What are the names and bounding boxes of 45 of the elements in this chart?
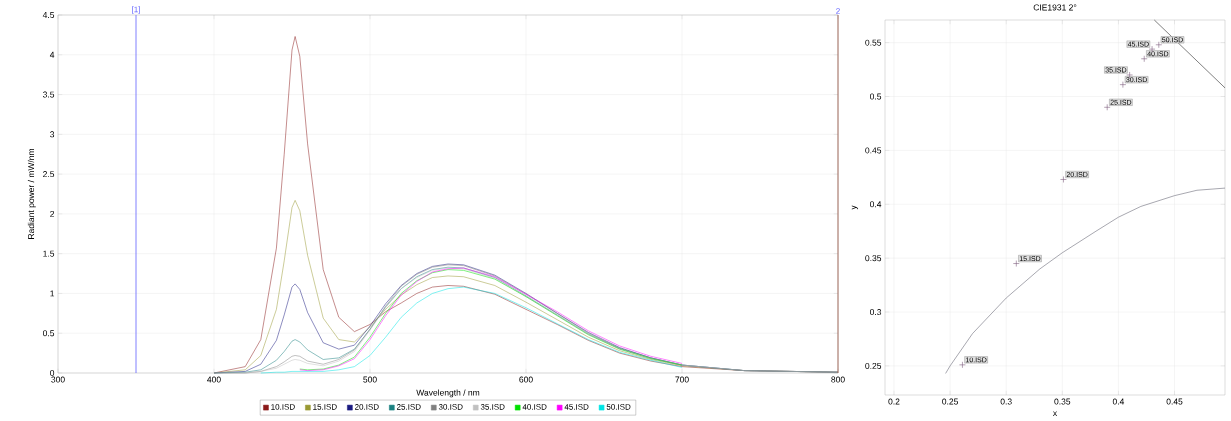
legend-label: 15.ISD — [313, 404, 337, 410]
y-tick-label: 2.5 — [43, 171, 55, 178]
y-tick-label: 0.3 — [869, 309, 882, 316]
x-tick-label: 0.35 — [1054, 398, 1071, 405]
y-tick-label: 0.55 — [865, 39, 882, 46]
legend-label: 25.ISD — [396, 404, 421, 410]
x-tick-label: 0.25 — [942, 398, 959, 405]
y-tick-label: 3.5 — [42, 91, 55, 98]
y-tick-label: 2 — [50, 210, 55, 217]
legend-label: 45.ISD — [564, 404, 589, 410]
chart-title: CIE1931 2° — [1033, 4, 1077, 11]
y-tick-label: 0 — [50, 370, 55, 377]
annotation: 2 — [836, 8, 840, 14]
y-tick-label: 3 — [50, 131, 55, 138]
x-tick-label: 800 — [831, 376, 845, 383]
x-tick-label: 0.3 — [1000, 398, 1012, 405]
y-tick-label: 1 — [50, 290, 55, 297]
x-tick-label: 0.45 — [1166, 398, 1183, 405]
legend-label: 35.ISD — [480, 404, 505, 410]
x-tick-label: 300 — [51, 376, 65, 383]
legend-label: 20.ISD — [355, 404, 379, 410]
legend-label: 40.ISD — [522, 404, 547, 410]
y-axis-title: y — [851, 205, 859, 210]
y-tick-label: 4.5 — [42, 12, 55, 18]
x-tick-label: 400 — [207, 376, 221, 383]
y-tick-label: 0.45 — [865, 147, 882, 154]
legend-label: 30.ISD — [438, 404, 463, 410]
y-tick-label: 0.5 — [869, 93, 882, 100]
x-axis-title: Wavelength / nm — [416, 389, 480, 398]
annotation: [1] — [132, 6, 140, 14]
y-tick-label: 1.5 — [43, 250, 55, 257]
legend-label: 50.ISD — [606, 404, 631, 410]
x-tick-label: 700 — [675, 376, 689, 383]
y-tick-label: 4 — [49, 51, 55, 58]
x-axis-title: x — [1052, 411, 1058, 416]
x-tick-label: 0.2 — [888, 398, 900, 405]
y-tick-label: 0.35 — [865, 255, 882, 262]
legend-label: 10.ISD — [271, 404, 295, 410]
y-tick-label: 0.25 — [865, 362, 882, 369]
y-axis-title: Radiant power / mW/nm — [27, 148, 36, 239]
x-tick-label: 600 — [519, 376, 533, 383]
x-tick-label: 500 — [363, 376, 377, 383]
y-tick-label: 0.4 — [869, 201, 882, 208]
y-tick-label: 0.5 — [42, 330, 55, 337]
x-tick-label: 0.4 — [1112, 398, 1125, 405]
